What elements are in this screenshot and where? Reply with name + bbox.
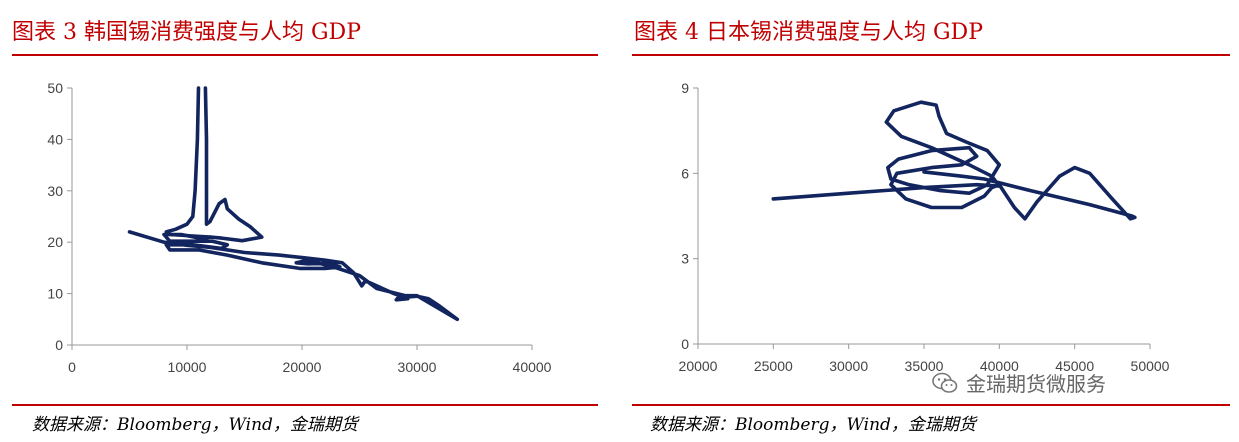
chart-japan-svg: 0 3 6 9 20000 25000 30000 35000 40000 45000 50000	[679, 80, 1170, 374]
x-tick-label: 30000	[829, 358, 868, 374]
x-tick-label: 35000	[905, 358, 944, 374]
x-tick-label: 20000	[283, 359, 322, 375]
x-tick-label: 20000	[679, 358, 718, 374]
x-tick-label: 10000	[168, 359, 207, 375]
y-tick-label: 10	[47, 286, 63, 302]
source-note: 数据来源：Bloomberg，Wind，金瑞期货	[650, 415, 976, 435]
chart-panel-korea: 图表 3 韩国锡消费强度与人均 GDP 0 10 20 30 40 50 0 10000 200…	[0, 0, 605, 442]
y-tick-label: 40	[47, 131, 63, 147]
chart-title: 图表 3 韩国锡消费强度与人均 GDP	[12, 20, 361, 45]
x-tick-label: 40000	[980, 358, 1019, 374]
title-rule	[12, 54, 598, 56]
watermark-text: 金瑞期货微服务	[966, 372, 1106, 396]
y-tick-label: 9	[681, 80, 689, 96]
x-tick-label: 40000	[513, 359, 552, 375]
source-rule	[12, 404, 598, 406]
watermark: 金瑞期货微服务	[932, 368, 1106, 397]
y-tick-label: 0	[55, 337, 63, 353]
source-note: 数据来源：Bloomberg，Wind，金瑞期货	[32, 415, 358, 435]
series-line	[127, 86, 460, 322]
x-tick-label: 30000	[398, 359, 437, 375]
y-tick-label: 50	[47, 80, 63, 96]
title-rule	[632, 54, 1230, 56]
x-tick-label: 25000	[754, 358, 793, 374]
chart-title: 图表 4 日本锡消费强度与人均 GDP	[634, 20, 983, 45]
wechat-icon	[932, 372, 958, 393]
x-tick-label: 45000	[1055, 358, 1094, 374]
source-rule	[632, 404, 1230, 406]
x-tick-label: 50000	[1131, 358, 1170, 374]
series-line	[164, 86, 212, 239]
y-tick-label: 30	[47, 183, 63, 199]
y-tick-label: 3	[681, 251, 689, 267]
series-line	[771, 100, 1137, 221]
chart-korea-svg: 0 10 20 30 40 50 0 10000 20000 30000 40000	[47, 80, 552, 375]
chart-panel-japan: 图表 4 日本锡消费强度与人均 GDP 0 3 6 9 20000 25000 30000 3…	[620, 0, 1239, 442]
y-tick-label: 0	[681, 336, 689, 352]
x-tick-label: 0	[68, 359, 76, 375]
y-tick-label: 6	[681, 165, 689, 181]
y-tick-label: 20	[47, 234, 63, 250]
